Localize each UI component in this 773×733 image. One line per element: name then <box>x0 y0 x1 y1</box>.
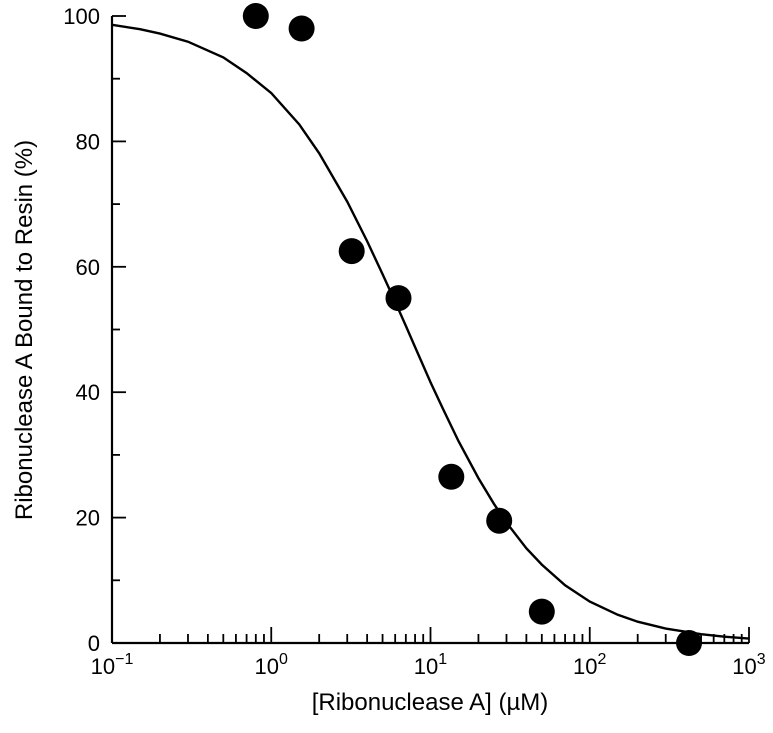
y-tick-label: 60 <box>76 255 100 280</box>
fit-curve-line <box>111 23 750 640</box>
x-tick-label: 102 <box>573 651 606 679</box>
data-point <box>288 15 315 42</box>
y-tick-label: 20 <box>76 506 100 531</box>
x-tick-label: 103 <box>732 651 765 679</box>
x-tick-label: 10−1 <box>91 651 134 679</box>
data-point <box>338 238 365 265</box>
data-point <box>242 3 269 29</box>
y-axis-label: Ribonuclease A Bound to Resin (%) <box>11 140 38 520</box>
data-points <box>242 3 702 656</box>
x-axis-label: [Ribonuclease A] (µM) <box>312 689 549 716</box>
x-tick-label: 101 <box>414 651 447 679</box>
data-point <box>438 463 465 490</box>
data-point <box>528 598 555 625</box>
data-point <box>385 285 412 312</box>
tick-labels: 0 20 40 60 80 100 10−1 100 101 102 103 <box>63 4 766 679</box>
y-tick-label: 80 <box>76 129 100 154</box>
axes <box>110 16 749 645</box>
y-tick-label: 0 <box>88 631 100 656</box>
data-point <box>486 507 513 534</box>
y-tick-label: 40 <box>76 380 100 405</box>
data-point <box>676 630 702 656</box>
y-tick-label: 100 <box>63 4 100 29</box>
ticks <box>111 15 750 644</box>
x-tick-label: 100 <box>255 651 288 679</box>
